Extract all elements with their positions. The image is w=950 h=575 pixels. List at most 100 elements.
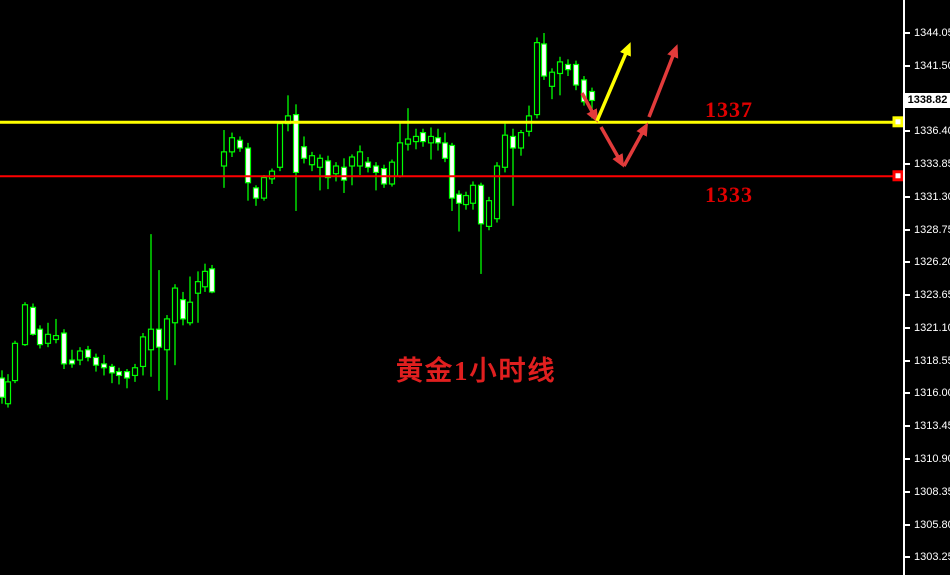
candle <box>4 374 12 408</box>
candle <box>485 196 493 231</box>
red-rally-arrow[interactable] <box>647 44 679 118</box>
axis-tick-label: 1336.40 <box>914 125 950 138</box>
candle <box>462 191 470 210</box>
candle <box>220 130 228 188</box>
axis-tick <box>905 163 910 166</box>
candle <box>29 303 37 336</box>
yellow-bounce-arrow[interactable] <box>595 42 631 122</box>
level-label-1337[interactable]: 1337 <box>705 97 753 123</box>
candle <box>171 284 179 366</box>
red-recover-arrow[interactable] <box>622 122 649 167</box>
axis-tick-label: 1326.20 <box>914 256 950 269</box>
horizontal-level-lines <box>0 116 903 182</box>
candle <box>469 181 477 210</box>
candle <box>477 182 485 274</box>
price-axis[interactable]: 1344.05 1341.50 1336.40 1333.85 1331.30 1328.… <box>903 0 950 575</box>
candle <box>84 345 92 362</box>
price-chart[interactable]: 1337 1333 黄金1小时线 <box>0 0 903 575</box>
axis-tick <box>905 490 910 493</box>
candle <box>441 132 449 163</box>
red-dip-arrow[interactable] <box>599 126 625 168</box>
candle <box>21 302 29 346</box>
candle <box>131 363 139 382</box>
candle <box>68 349 76 368</box>
axis-tick <box>905 228 910 231</box>
current-price-badge: 1338.82 <box>905 92 950 108</box>
candle <box>0 370 6 404</box>
candle <box>517 130 525 156</box>
candle <box>580 76 588 106</box>
axis-tick-label: 1318.55 <box>914 354 950 367</box>
candle <box>388 159 396 187</box>
axis-tick-label: 1310.90 <box>914 452 950 465</box>
annotation-arrows <box>580 42 679 168</box>
axis-tick <box>905 326 910 329</box>
candle <box>324 155 332 190</box>
axis-tick <box>905 261 910 264</box>
candle <box>11 340 19 384</box>
axis-tick <box>905 359 910 362</box>
axis-tick <box>905 425 910 428</box>
line-drag-handle[interactable] <box>892 116 903 128</box>
axis-tick <box>905 64 910 67</box>
candle <box>108 363 116 384</box>
candle <box>276 121 284 172</box>
axis-tick-label: 1333.85 <box>914 158 950 171</box>
candle <box>419 128 427 147</box>
candle <box>186 276 194 326</box>
candle <box>348 154 356 186</box>
axis-tick-label: 1321.10 <box>914 321 950 334</box>
candle <box>252 185 260 206</box>
line-drag-handle[interactable] <box>892 170 903 182</box>
axis-tick <box>905 556 910 559</box>
axis-tick-label: 1316.00 <box>914 387 950 400</box>
axis-tick-label: 1313.45 <box>914 420 950 433</box>
candle <box>427 127 435 160</box>
candle <box>404 108 412 151</box>
candle <box>572 60 580 91</box>
candle <box>412 128 420 150</box>
candle <box>564 59 572 77</box>
axis-tick-label: 1323.65 <box>914 289 950 302</box>
level-label-1333[interactable]: 1333 <box>705 182 753 208</box>
candle <box>548 68 556 100</box>
axis-tick <box>905 457 910 460</box>
axis-tick <box>905 32 910 34</box>
candle <box>533 37 541 119</box>
candle <box>501 123 509 173</box>
candle <box>236 136 244 152</box>
candle <box>76 347 84 366</box>
candle <box>115 367 123 385</box>
candle <box>316 154 324 191</box>
chart-annotation-text[interactable]: 黄金1小时线 <box>396 356 557 386</box>
candle <box>155 270 163 391</box>
candle <box>228 132 236 158</box>
candle <box>540 33 548 80</box>
candle <box>455 190 463 232</box>
candle <box>201 263 209 292</box>
axis-tick-label: 1331.30 <box>914 190 950 203</box>
axis-tick <box>905 195 910 198</box>
candle <box>92 353 100 372</box>
axis-tick <box>905 294 910 297</box>
axis-tick-label: 1344.05 <box>914 27 950 39</box>
candle <box>44 322 52 348</box>
candle <box>292 104 300 211</box>
candle <box>556 56 564 96</box>
axis-tick-label: 1303.25 <box>914 551 950 564</box>
axis-tick-label: 1308.35 <box>914 485 950 498</box>
candle <box>123 369 131 389</box>
candle <box>260 174 268 201</box>
candle <box>52 318 60 344</box>
axis-tick-label: 1305.80 <box>914 518 950 531</box>
candle <box>396 121 404 178</box>
candle <box>100 354 108 376</box>
candle <box>356 145 364 175</box>
red-pullback-arrow[interactable] <box>580 92 598 123</box>
candle <box>332 162 340 182</box>
candle <box>509 128 517 206</box>
candle <box>493 162 501 223</box>
axis-tick <box>905 523 910 526</box>
candle <box>308 151 316 172</box>
